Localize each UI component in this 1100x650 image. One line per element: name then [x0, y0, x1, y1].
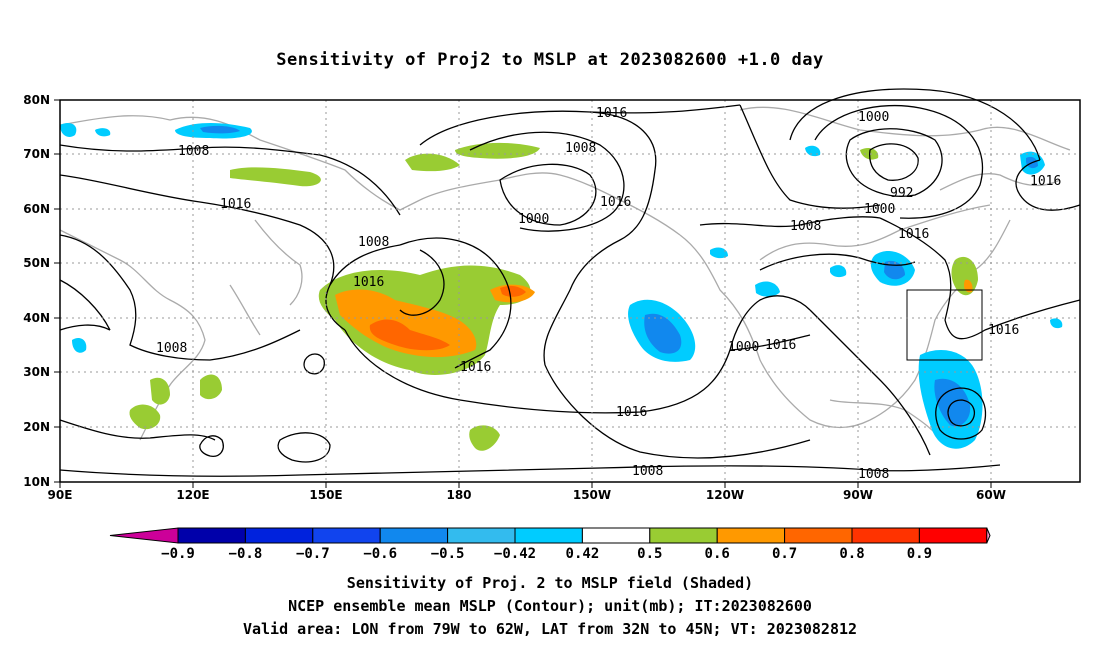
lon-label: 90E [48, 488, 73, 502]
chart-title: Sensitivity of Proj2 to MSLP at 20230826… [276, 50, 824, 70]
lat-label: 60N [23, 202, 50, 216]
contour-label: 992 [890, 186, 913, 201]
lon-label: 150W [573, 488, 611, 502]
contour-label: 1008 [858, 467, 889, 482]
colorbar-cell [447, 527, 516, 544]
colorbar-cell [514, 527, 583, 544]
contour-label: 1000 [728, 340, 759, 355]
contour-label: 1000 [858, 110, 889, 125]
lat-label: 70N [23, 147, 50, 161]
lat-label: 40N [23, 311, 50, 325]
lon-labels: 90E 120E 150E 180 150W 120W 90W 60W [48, 488, 1006, 502]
caption-line-2: NCEP ensemble mean MSLP (Contour); unit(… [288, 597, 812, 615]
colorbar-cell [312, 527, 381, 544]
lat-label: 80N [23, 93, 50, 107]
contour-label: 1016 [765, 338, 796, 353]
colorbar-cell [109, 527, 179, 544]
contour-label: 1016 [220, 197, 251, 212]
colorbar-cell [784, 527, 853, 544]
lon-label: 180 [446, 488, 471, 502]
lat-label: 50N [23, 256, 50, 270]
colorbar-cell [581, 527, 651, 544]
contour-label: 1008 [156, 341, 187, 356]
contour-label: 1016 [600, 195, 631, 210]
colorbar-cell [177, 527, 246, 544]
colorbar: −0.9 −0.8 −0.7 −0.6 −0.5 −0.42 0.42 0.5 0.6 0.7 0.… [109, 527, 991, 562]
colorbar-label: 0.42 [566, 546, 600, 562]
contour-label: 1000 [864, 202, 895, 217]
contour-label: 1016 [616, 405, 647, 420]
colorbar-label: 0.9 [907, 546, 932, 562]
contour-label: 1000 [518, 212, 549, 227]
contour-label: 1016 [1030, 174, 1061, 189]
contour-label: 1016 [898, 227, 929, 242]
contour-label: 1016 [353, 275, 384, 290]
shaded-sensitivity [60, 123, 1063, 451]
colorbar-label: −0.8 [229, 546, 263, 562]
lon-label: 150E [309, 488, 342, 502]
contour-label: 1016 [460, 360, 491, 375]
lat-label: 10N [23, 475, 50, 489]
lat-labels: 80N 70N 60N 50N 40N 30N 20N 10N [23, 93, 50, 489]
colorbar-label: −0.7 [296, 546, 330, 562]
colorbar-label: 0.6 [705, 546, 730, 562]
colorbar-cell [918, 527, 988, 544]
colorbar-label: −0.6 [363, 546, 397, 562]
lon-label: 120W [706, 488, 744, 502]
gridlines [60, 100, 1080, 482]
mslp-contours [59, 88, 1081, 477]
colorbar-label: 0.5 [637, 546, 662, 562]
contour-labels: 1016 1008 1008 1016 1008 1016 1000 1016 … [156, 106, 1061, 482]
caption-line-1: Sensitivity of Proj. 2 to MSLP field (Sh… [346, 574, 754, 592]
contour-label: 1008 [790, 219, 821, 234]
colorbar-label: 0.8 [839, 546, 864, 562]
caption-line-3: Valid area: LON from 79W to 62W, LAT fro… [242, 620, 858, 638]
contour-label: 1008 [358, 235, 389, 250]
colorbar-label: −0.42 [494, 546, 536, 562]
contour-label: 1016 [596, 106, 627, 121]
colorbar-label: 0.7 [772, 546, 797, 562]
tick-marks [54, 99, 992, 488]
colorbar-cell [716, 527, 786, 544]
valid-area-box [906, 289, 983, 361]
colorbar-label: −0.9 [161, 546, 195, 562]
contour-label: 1008 [565, 141, 596, 156]
colorbar-cell [851, 527, 920, 544]
lon-label: 90W [843, 488, 873, 502]
colorbar-cell [649, 527, 718, 544]
lat-label: 30N [23, 365, 50, 379]
lat-label: 20N [23, 420, 50, 434]
colorbar-label: −0.5 [431, 546, 465, 562]
colorbar-cell [986, 527, 991, 544]
contour-label: 1016 [988, 323, 1019, 338]
lon-label: 60W [976, 488, 1006, 502]
lon-label: 120E [176, 488, 209, 502]
map-frame [59, 99, 1081, 483]
colorbar-cell [244, 527, 314, 544]
contour-label: 1008 [632, 464, 663, 479]
colorbar-cell [379, 527, 449, 544]
contour-label: 1008 [178, 144, 209, 159]
